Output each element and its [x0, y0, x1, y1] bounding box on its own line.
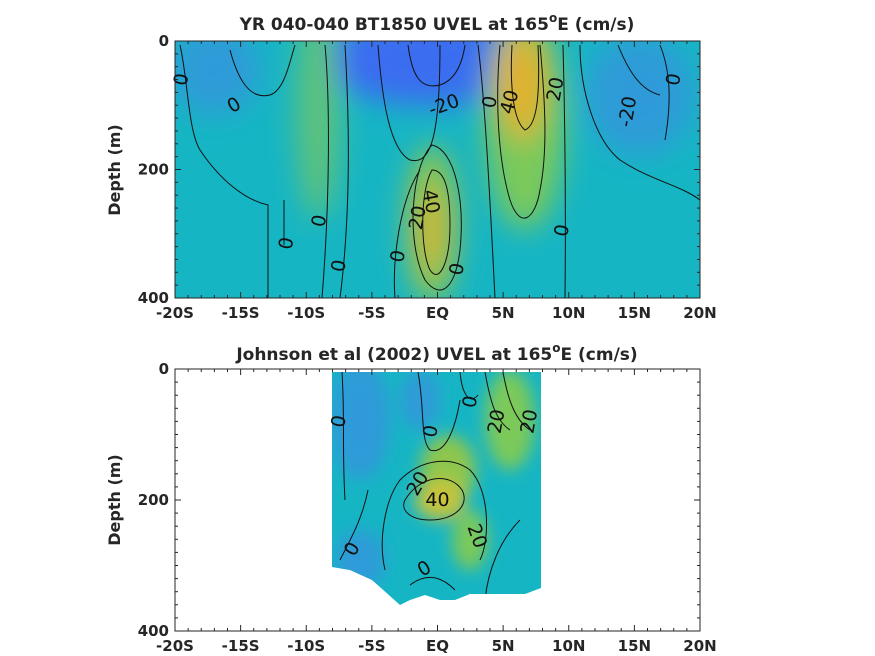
contour-label: 0: [478, 94, 502, 110]
y-tick-label: 0: [159, 360, 169, 378]
contour-line: [459, 372, 479, 400]
contour-label: 20: [405, 204, 431, 232]
x-tick-label: 15N: [618, 637, 651, 655]
chart-title-top: YR 040-040 BT1850 UVEL at 165oE (cm/s): [239, 11, 635, 35]
contour-line: [417, 372, 461, 452]
chart-title-bottom: Johnson et al (2002) UVEL at 165oE (cm/s…: [235, 341, 637, 365]
contour-line: [403, 478, 465, 521]
contour-line: [407, 44, 466, 87]
contour-label: 0: [419, 423, 443, 439]
x-tick-label: -5S: [358, 637, 385, 655]
contour-label: 0: [275, 236, 299, 252]
x-tick-label: -10S: [287, 637, 325, 655]
x-tick-label: -20S: [156, 304, 194, 322]
x-tick-label: 15N: [618, 304, 651, 322]
contour-label: 40: [418, 188, 444, 216]
heatmap-region-low: [335, 530, 385, 590]
heatmap-region-max: [498, 41, 546, 140]
contour-line: [339, 44, 349, 298]
contour-line: [484, 372, 511, 431]
contour-line: [412, 144, 462, 291]
contour-line: [477, 44, 496, 298]
contour-line: [422, 169, 451, 275]
y-tick-label: 200: [138, 491, 169, 509]
contour-label: 20: [484, 408, 510, 436]
contour-line: [339, 489, 369, 561]
y-tick-label: 200: [138, 161, 169, 179]
contour-label: -20: [614, 94, 641, 128]
x-tick-label: 20N: [683, 304, 716, 322]
contour-line: [484, 519, 521, 601]
chart-panel-bottom: Johnson et al (2002) UVEL at 165oE (cm/s…: [105, 341, 717, 655]
contour-line: [497, 44, 546, 219]
heatmap-region-high: [485, 372, 535, 470]
contour-line: [409, 576, 456, 591]
contour-label: 0: [550, 223, 574, 239]
x-tick-label: -15S: [222, 304, 260, 322]
contour-line: [510, 44, 540, 131]
heatmap-region-max: [415, 480, 465, 520]
heatmap-region-low: [400, 372, 440, 430]
contour-label: 0: [307, 213, 331, 229]
heatmap-top: [175, 41, 700, 298]
contour-line: [229, 44, 296, 97]
x-tick-label: -20S: [156, 637, 194, 655]
contour-label: 40: [425, 489, 449, 511]
contour-line: [341, 372, 346, 501]
heatmap-region-low: [175, 41, 260, 115]
contour-label: 0: [327, 258, 351, 274]
heatmap-region-low: [332, 372, 390, 480]
y-tick-label: 0: [159, 32, 169, 50]
x-axis-top: -20S -15S -10S -5S EQ 5N 10N 15N 20N: [156, 41, 717, 322]
contour-label: 0: [386, 248, 410, 264]
contour-label: 20: [516, 408, 542, 436]
y-axis-label-bottom: Depth (m): [105, 454, 124, 546]
heatmap-region-high: [296, 41, 340, 220]
chart-panel-top: YR 040-040 BT1850 UVEL at 165oE (cm/s): [105, 11, 717, 322]
contour-label: 0: [327, 414, 351, 430]
contour-label: 0: [458, 394, 482, 410]
contour-label: 0: [662, 72, 686, 88]
contour-line: [321, 44, 329, 298]
x-tick-label: 5N: [492, 304, 515, 322]
x-tick-label: -10S: [287, 304, 325, 322]
x-tick-label: EQ: [426, 304, 449, 322]
x-tick-label: EQ: [426, 637, 449, 655]
contour-line: [562, 44, 566, 298]
x-tick-label: -15S: [222, 637, 260, 655]
y-axis-label-top: Depth (m): [105, 124, 124, 216]
contour-line: [502, 372, 531, 431]
heatmap-region-high: [452, 510, 488, 570]
contour-line: [393, 169, 421, 298]
contour-line: [377, 44, 441, 162]
contour-label: 20: [543, 75, 569, 103]
x-axis-bottom: -20S -15S -10S -5S EQ 5N 10N 15N 20N: [156, 369, 717, 655]
contour-label: 0: [170, 72, 194, 88]
x-tick-label: -5S: [358, 304, 385, 322]
x-tick-label: 10N: [552, 637, 585, 655]
x-tick-label: 5N: [492, 637, 515, 655]
x-tick-label: 10N: [552, 304, 585, 322]
contour-line: [579, 44, 700, 201]
contour-line: [659, 44, 670, 141]
contour-label: 0: [445, 261, 469, 277]
x-tick-label: 20N: [683, 637, 716, 655]
heatmap-region-min: [320, 41, 540, 105]
y-tick-label: 400: [138, 289, 169, 307]
contour-line: [617, 44, 661, 96]
y-tick-label: 400: [138, 622, 169, 640]
contours-bottom: [339, 372, 531, 601]
contour-line: [179, 44, 269, 298]
contour-line: [381, 460, 487, 571]
contours-top: [179, 44, 700, 298]
